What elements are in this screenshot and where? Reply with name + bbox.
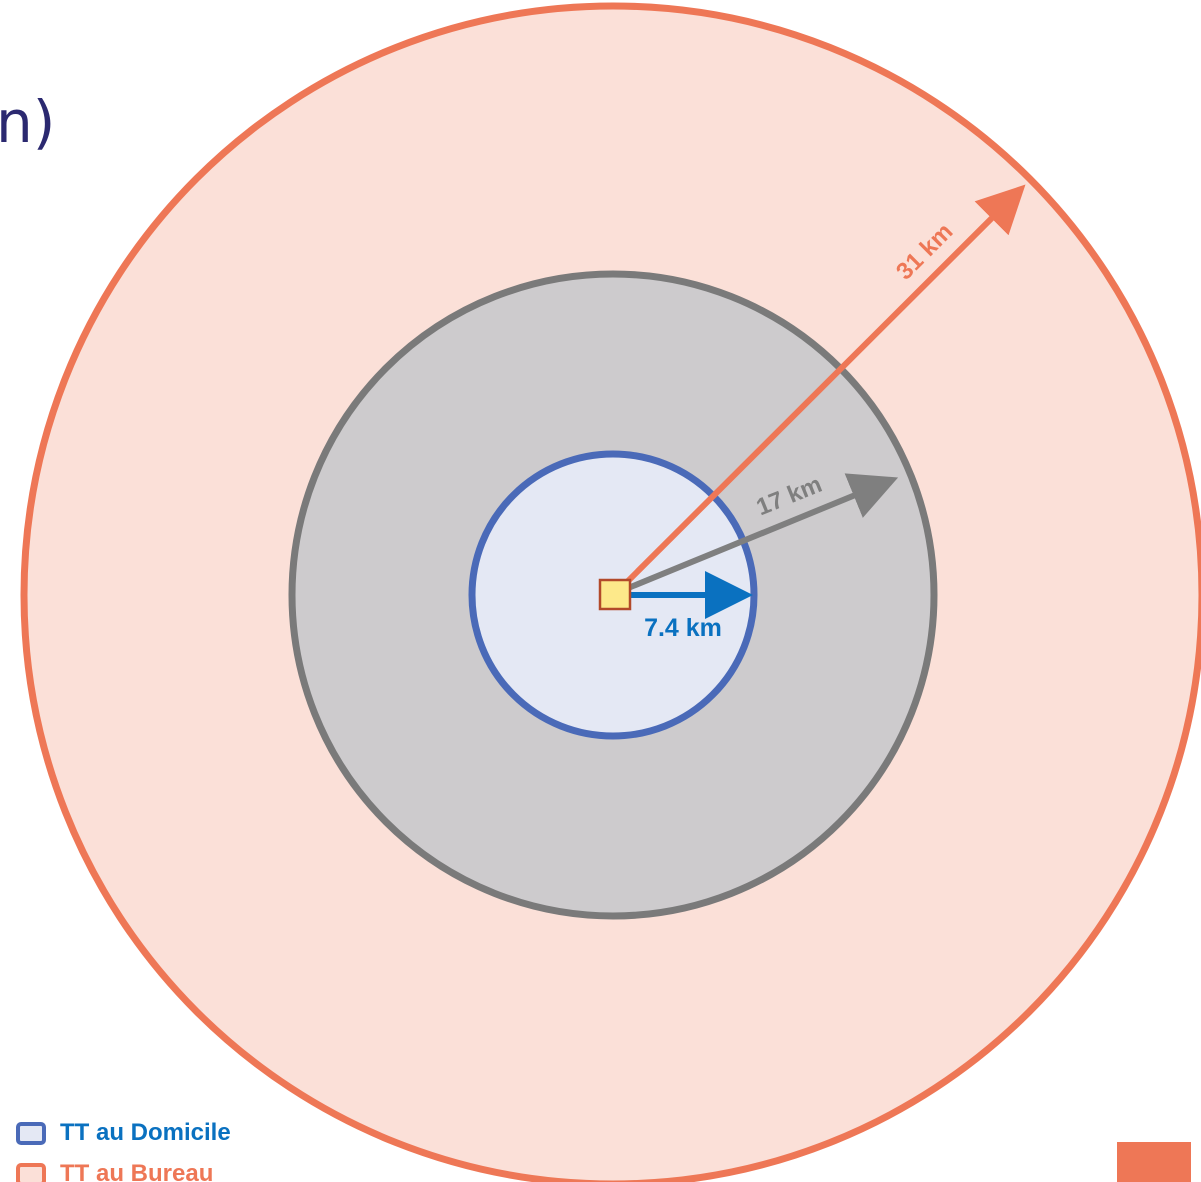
legend-label-bureau: TT au Bureau bbox=[60, 1160, 214, 1182]
legend-item-domicile: TT au Domicile bbox=[16, 1119, 231, 1147]
legend-item-bureau: TT au Bureau bbox=[16, 1160, 213, 1182]
radius-arrow-middle bbox=[614, 473, 899, 596]
radius-arrow-bureau bbox=[613, 184, 1026, 596]
center-marker bbox=[598, 578, 632, 611]
title-fragment: n) bbox=[0, 88, 56, 156]
corner-box bbox=[1117, 1142, 1191, 1182]
legend-swatch-domicile bbox=[16, 1121, 46, 1145]
legend-swatch-bureau bbox=[16, 1162, 46, 1182]
radius-label-domicile: 7.4 km bbox=[644, 614, 722, 642]
legend-label-domicile: TT au Domicile bbox=[60, 1119, 231, 1146]
